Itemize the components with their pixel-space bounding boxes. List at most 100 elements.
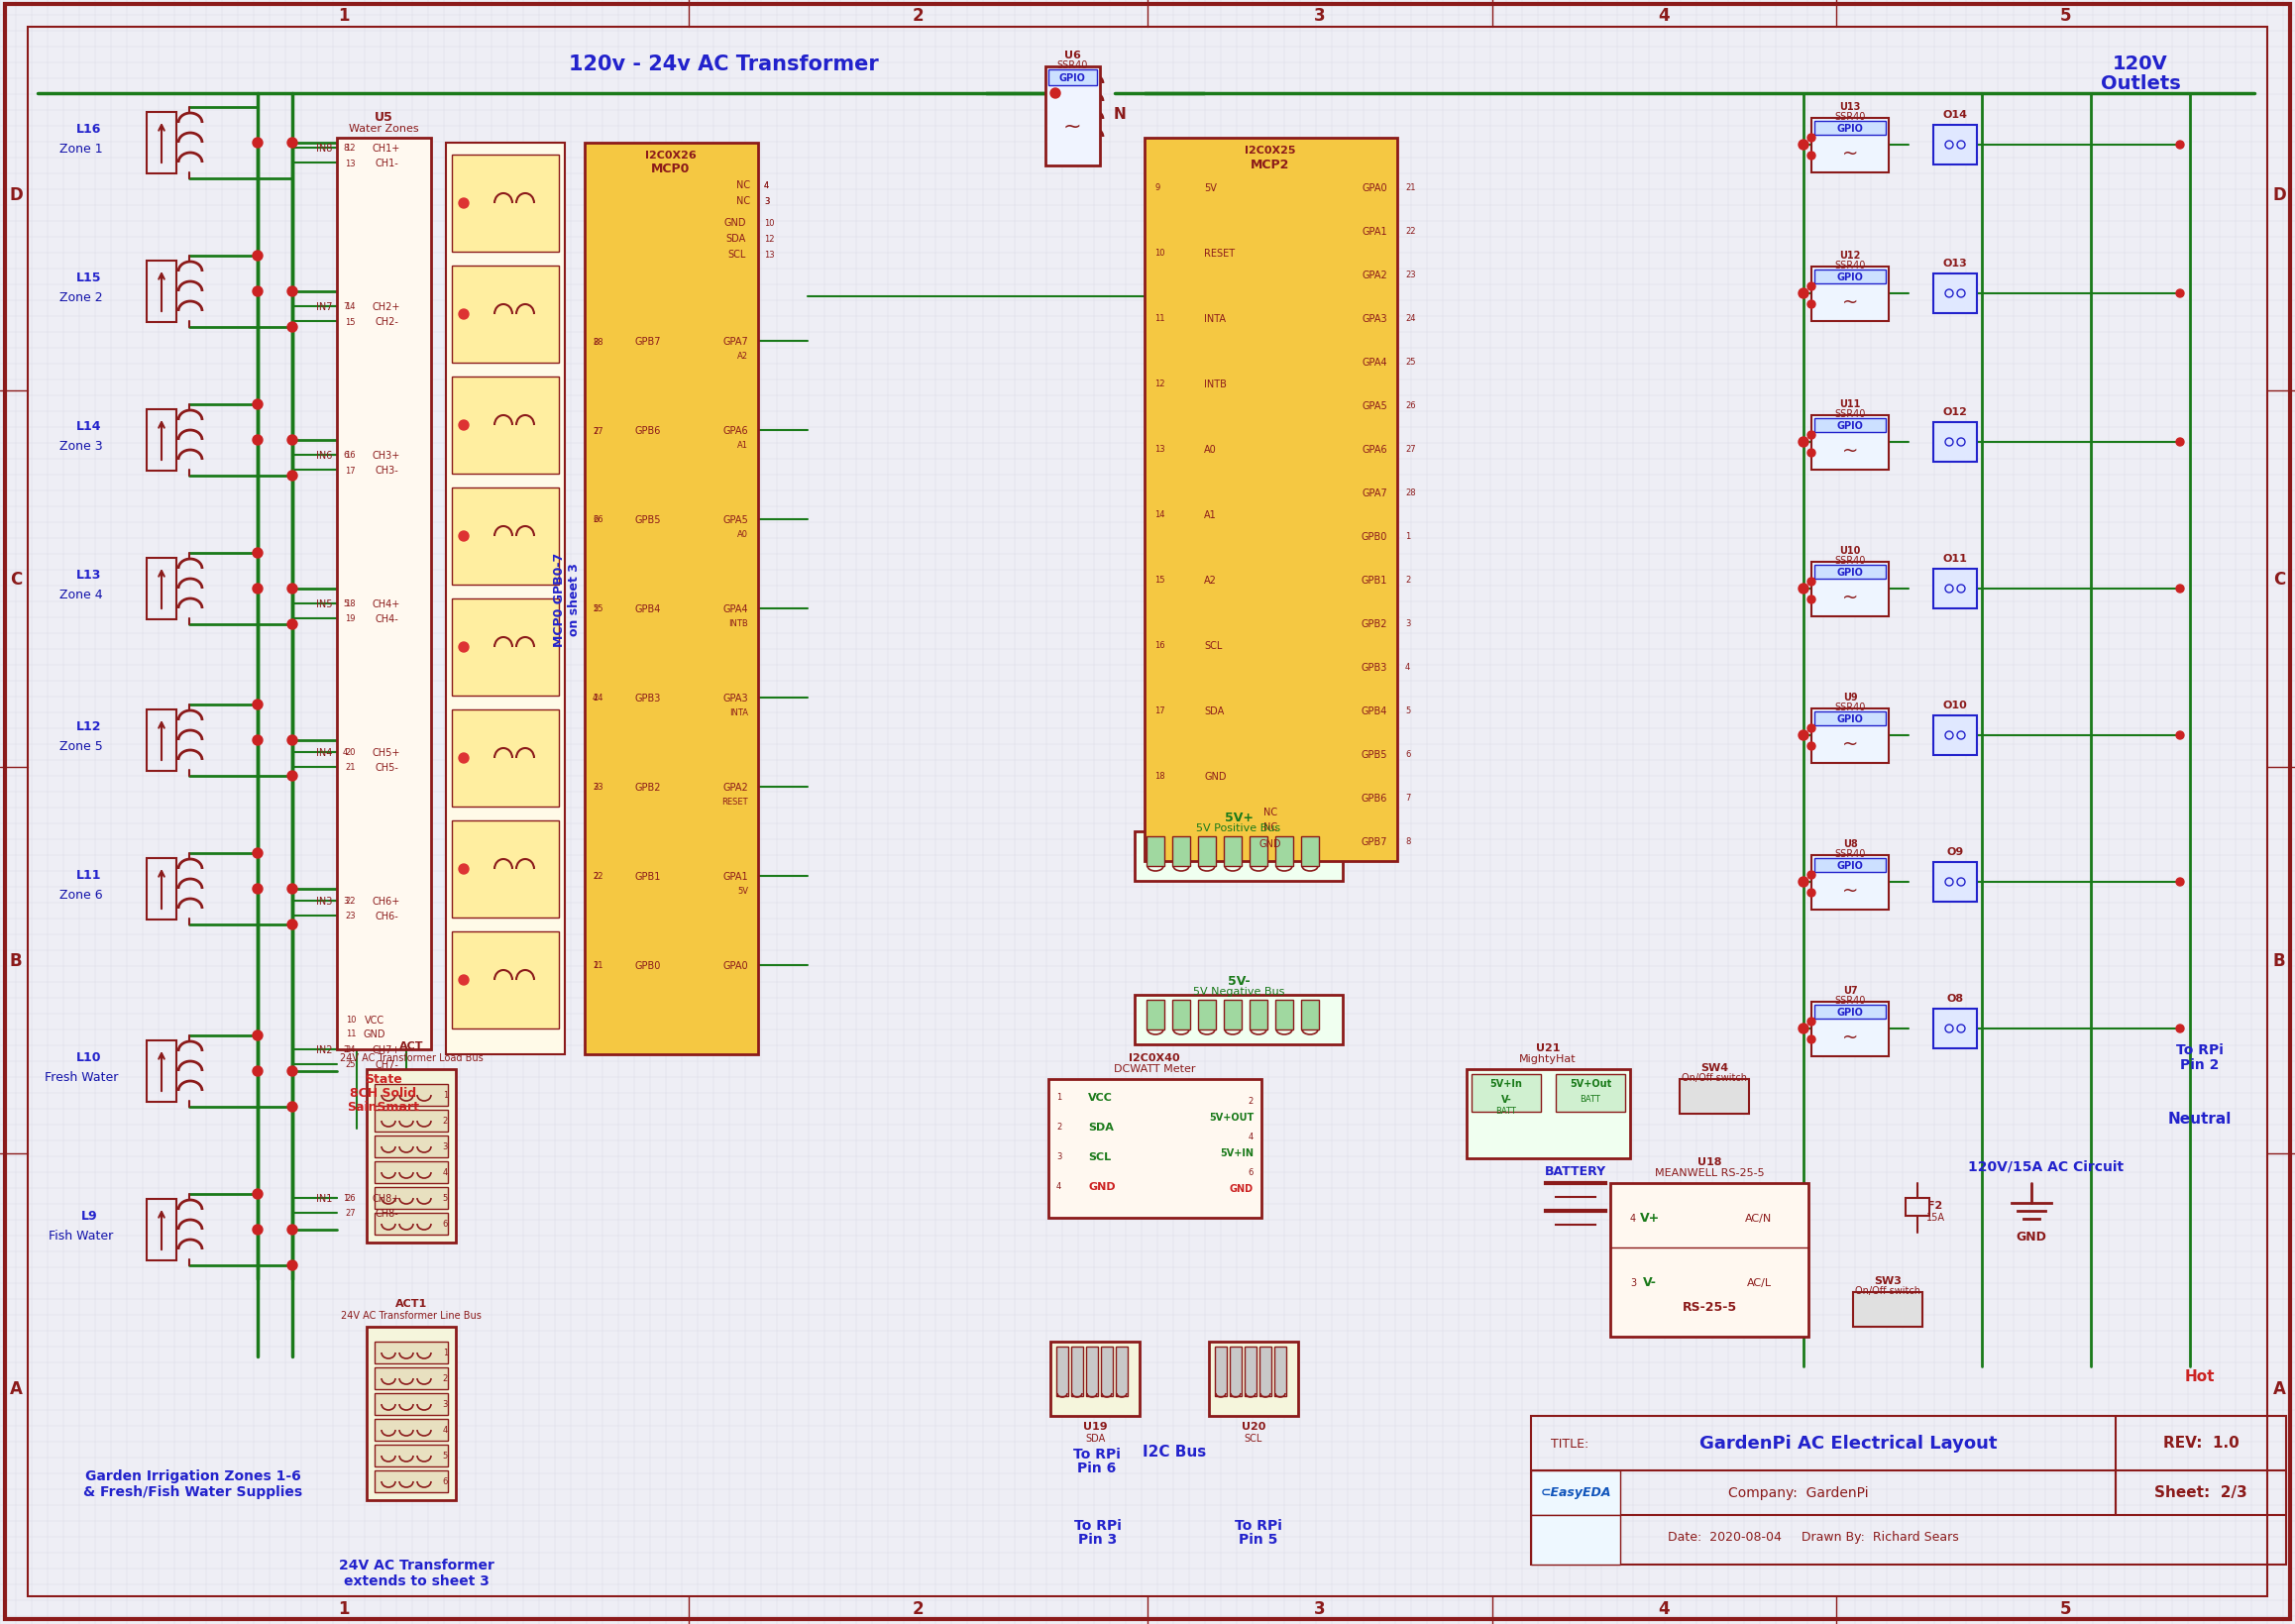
Text: GPB1: GPB1 [633, 872, 661, 882]
Bar [1173, 836, 1191, 867]
Text: Fish Water: Fish Water [48, 1229, 112, 1242]
Bar [1301, 1000, 1320, 1030]
Circle shape [287, 323, 298, 333]
Text: U13: U13 [1841, 102, 1861, 112]
Text: MCP0: MCP0 [652, 162, 691, 175]
Bar [1811, 856, 1889, 909]
Text: 20: 20 [344, 749, 356, 757]
Text: Date:  2020-08-04     Drawn By:  Richard Sears: Date: 2020-08-04 Drawn By: Richard Sears [1668, 1530, 1960, 1543]
Circle shape [1808, 872, 1815, 879]
Circle shape [1808, 283, 1815, 291]
Text: 6: 6 [1248, 1168, 1253, 1177]
Text: SW4: SW4 [1701, 1062, 1728, 1072]
Bar [374, 1393, 448, 1415]
Text: ACT1: ACT1 [395, 1298, 427, 1307]
Bar [1248, 1000, 1267, 1030]
Text: L12: L12 [76, 721, 101, 734]
Text: GPIO: GPIO [1836, 421, 1864, 430]
Text: O10: O10 [1944, 700, 1967, 710]
Text: 3: 3 [1056, 1151, 1063, 1161]
Circle shape [459, 976, 468, 986]
Text: GND: GND [2015, 1231, 2047, 1244]
Text: extends to sheet 3: extends to sheet 3 [344, 1574, 489, 1587]
Text: 5: 5 [1405, 706, 1411, 716]
Bar [1274, 1346, 1285, 1397]
Bar [1148, 1000, 1164, 1030]
Text: NC: NC [737, 197, 750, 206]
Text: CH5+: CH5+ [372, 747, 402, 757]
Text: 120V/15A AC Circuit: 120V/15A AC Circuit [1969, 1160, 2125, 1174]
Bar [1815, 1005, 1886, 1018]
Text: U10: U10 [1841, 546, 1861, 555]
Text: 25: 25 [344, 1060, 356, 1069]
Text: 5V Negative Bus: 5V Negative Bus [1193, 986, 1285, 996]
Text: GND: GND [1205, 771, 1226, 781]
Text: 6: 6 [443, 1220, 448, 1228]
Text: 17: 17 [344, 466, 356, 474]
Text: VCC: VCC [1088, 1093, 1113, 1103]
Text: V+: V+ [1641, 1212, 1659, 1224]
Bar [374, 1085, 448, 1106]
Circle shape [252, 885, 262, 895]
Text: SSR40: SSR40 [1834, 849, 1866, 859]
Circle shape [252, 252, 262, 261]
Bar [1047, 67, 1099, 166]
Text: 1: 1 [1405, 533, 1411, 541]
Bar [1811, 562, 1889, 617]
Bar [1811, 1002, 1889, 1057]
Text: ~: ~ [1843, 734, 1859, 754]
Bar [1932, 1009, 1976, 1049]
Bar [1611, 1184, 1808, 1337]
Text: I2C0X25: I2C0X25 [1244, 146, 1297, 156]
Circle shape [287, 919, 298, 931]
Text: IN8: IN8 [317, 143, 333, 154]
Text: 2: 2 [1405, 577, 1411, 585]
Bar [147, 559, 177, 620]
Bar [374, 1445, 448, 1466]
Text: GPB1: GPB1 [1361, 575, 1386, 585]
Bar [452, 820, 560, 918]
Bar [1815, 419, 1886, 432]
Circle shape [287, 585, 298, 594]
Circle shape [1808, 153, 1815, 161]
Bar [1198, 836, 1216, 867]
Text: 22: 22 [592, 872, 604, 880]
Text: SSR40: SSR40 [1834, 409, 1866, 419]
Text: 8CH Solid: 8CH Solid [351, 1086, 418, 1099]
Text: GND: GND [363, 1030, 386, 1039]
Circle shape [459, 864, 468, 874]
Text: CH2-: CH2- [374, 317, 399, 326]
Text: 19: 19 [344, 614, 356, 624]
Text: 10: 10 [347, 1015, 356, 1025]
Bar [452, 489, 560, 585]
Text: CH8-: CH8- [374, 1208, 399, 1218]
Text: CH6+: CH6+ [372, 896, 399, 906]
Text: SCL: SCL [1244, 1432, 1262, 1442]
Text: 1: 1 [1056, 1093, 1063, 1101]
Circle shape [1799, 1025, 1808, 1033]
Bar [1051, 1341, 1141, 1416]
Text: 8: 8 [1405, 838, 1411, 846]
Circle shape [2176, 732, 2185, 739]
Bar [1276, 836, 1292, 867]
Bar [452, 710, 560, 807]
Bar [1467, 1070, 1629, 1158]
Circle shape [1808, 1036, 1815, 1044]
Text: Garden Irrigation Zones 1-6: Garden Irrigation Zones 1-6 [85, 1468, 301, 1483]
Circle shape [1799, 289, 1808, 299]
Text: 5V+In: 5V+In [1489, 1078, 1522, 1088]
Text: To RPi: To RPi [1074, 1447, 1120, 1460]
Text: 24V AC Transformer Load Bus: 24V AC Transformer Load Bus [340, 1052, 482, 1062]
Bar [374, 1367, 448, 1389]
Text: 27: 27 [592, 425, 604, 435]
Text: NC: NC [1262, 822, 1278, 831]
Text: GPA5: GPA5 [723, 515, 748, 525]
Text: INTA: INTA [730, 708, 748, 718]
Text: 13: 13 [344, 159, 356, 167]
Text: L16: L16 [76, 123, 101, 136]
Text: 7: 7 [1405, 794, 1411, 802]
Text: GPA6: GPA6 [1361, 445, 1386, 455]
Text: IN5: IN5 [317, 599, 333, 609]
Text: GPB4: GPB4 [633, 604, 661, 614]
Circle shape [1799, 1023, 1808, 1034]
